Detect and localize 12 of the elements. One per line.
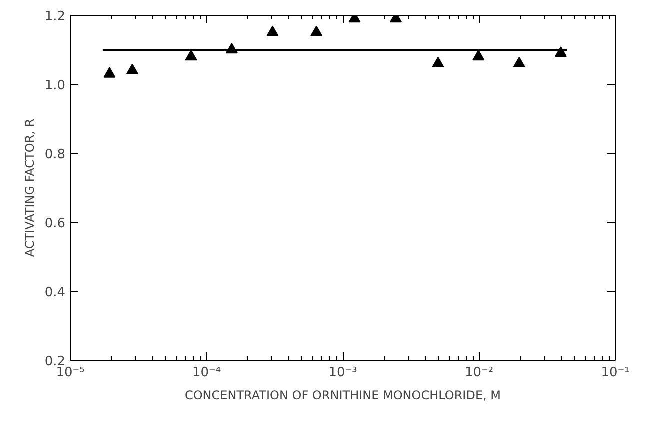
y-axis-title: ACTIVATING FACTOR, R [22, 118, 37, 258]
x-tick-label: 10⁻⁵ [56, 366, 85, 380]
x-tick-label: 10⁻² [464, 366, 494, 380]
x-axis-title: CONCENTRATION OF ORNITHINE MONOCHLORIDE, M [184, 388, 502, 402]
y-tick-label: 1.2 [44, 10, 66, 24]
y-tick-label: 0.4 [44, 286, 66, 300]
x-tick-label: 10⁻¹ [601, 366, 630, 380]
y-tick-label: 1.0 [44, 78, 66, 94]
y-tick-label: 0.6 [44, 216, 66, 232]
y-tick-label: 0.8 [44, 148, 66, 162]
x-tick-label: 10⁻⁴ [192, 366, 222, 380]
x-tick-label: 10⁻³ [328, 366, 358, 380]
